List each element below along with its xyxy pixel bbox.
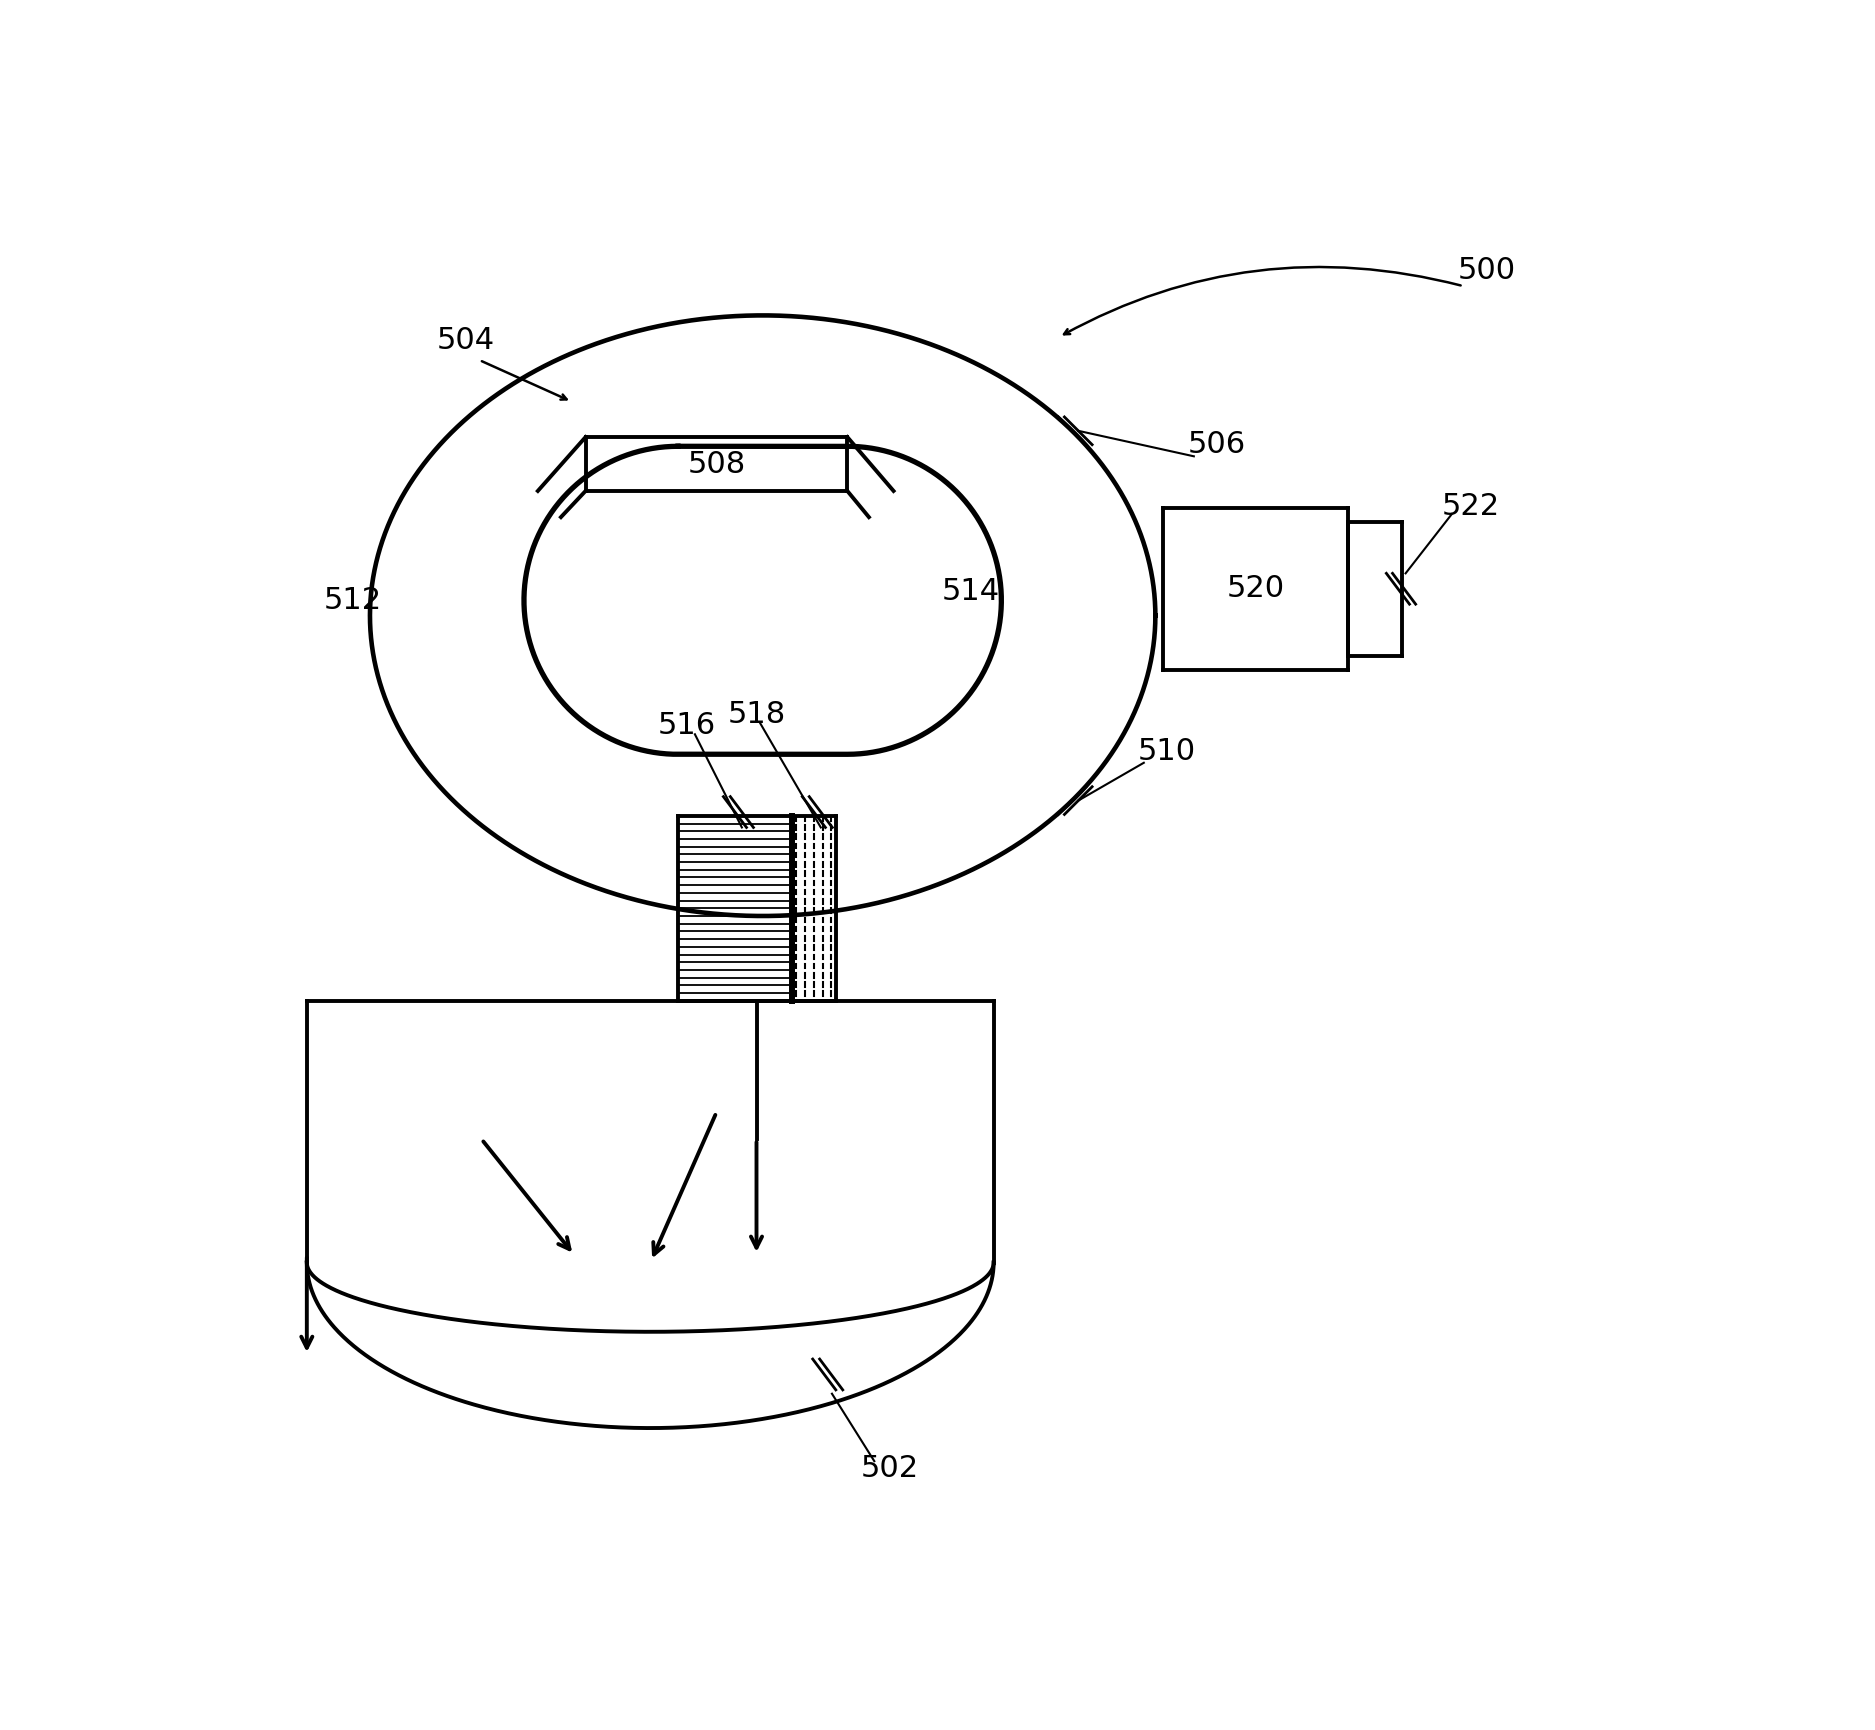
Text: 512: 512: [324, 586, 382, 614]
Text: 522: 522: [1442, 491, 1500, 521]
Text: 500: 500: [1457, 256, 1515, 285]
Text: 502: 502: [861, 1455, 919, 1483]
Text: 516: 516: [658, 711, 716, 739]
Text: 504: 504: [437, 325, 495, 355]
Text: 510: 510: [1138, 737, 1196, 766]
Text: 508: 508: [688, 450, 746, 479]
Text: 506: 506: [1189, 431, 1247, 458]
Text: 518: 518: [728, 699, 786, 728]
Text: 520: 520: [1226, 574, 1284, 604]
Text: 514: 514: [941, 576, 999, 606]
